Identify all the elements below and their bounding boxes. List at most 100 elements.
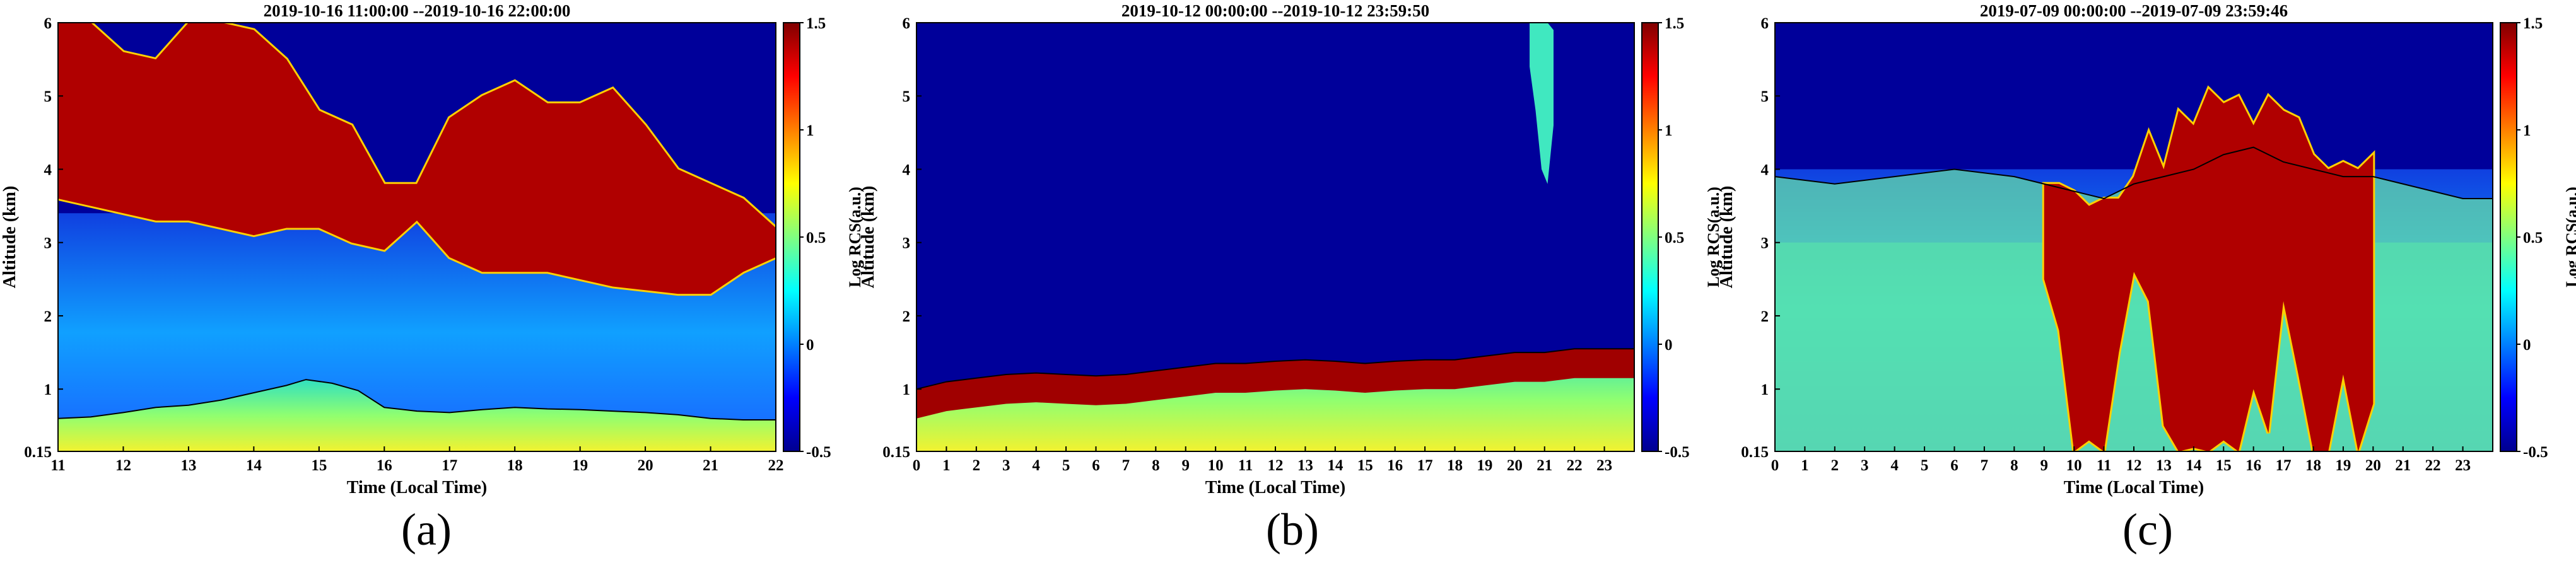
colorbar — [783, 22, 800, 452]
colorbar-tick-label: 0.5 — [1665, 229, 1684, 246]
lidar-heatmap-c: 2019-07-09 00:00:00 --2019-07-09 23:59:4… — [1717, 1, 2576, 497]
plot-area — [58, 23, 776, 451]
x-tick-label: 23 — [2455, 457, 2471, 474]
x-axis-label: Time (Local Time) — [1205, 478, 1345, 497]
x-tick-label: 18 — [1447, 457, 1463, 474]
y-tick-label: 3 — [44, 235, 52, 252]
x-tick-label: 7 — [1122, 457, 1130, 474]
y-axis-label: Altitude (km) — [858, 186, 878, 289]
colorbar-tick-label: 1 — [806, 122, 814, 139]
x-tick-label: 13 — [1297, 457, 1313, 474]
x-tick-label: 2 — [1831, 457, 1839, 474]
x-axis-label: Time (Local Time) — [347, 478, 487, 497]
x-tick-label: 5 — [1062, 457, 1070, 474]
colorbar-tick-label: -0.5 — [1665, 444, 1690, 461]
y-axis-label: Altitude (km) — [0, 186, 20, 289]
y-tick-label: 1 — [903, 381, 911, 398]
x-tick-label: 21 — [1537, 457, 1552, 474]
panel-label-b: (b) — [1266, 504, 1319, 555]
colorbar-tick-label: 1.5 — [806, 15, 826, 32]
y-tick-label: 1 — [44, 381, 52, 398]
y-tick-label: 3 — [1761, 235, 1769, 252]
x-tick-label: 12 — [2126, 457, 2142, 474]
x-tick-label: 0 — [913, 457, 921, 474]
x-tick-label: 10 — [2066, 457, 2082, 474]
chart-title: 2019-10-16 11:00:00 --2019-10-16 22:00:0… — [264, 1, 571, 20]
y-tick-label: 5 — [44, 88, 52, 105]
x-tick-label: 22 — [2425, 457, 2441, 474]
y-tick-label: 3 — [903, 235, 911, 252]
cloud-layer — [58, 23, 776, 294]
colorbar-label: Log RCS(a.u.) — [1704, 187, 1723, 287]
x-tick-label: 11 — [2097, 457, 2112, 474]
x-tick-label: 15 — [311, 457, 327, 474]
y-tick-label: 6 — [44, 15, 52, 32]
x-tick-label: 12 — [1268, 457, 1284, 474]
y-tick-label: 5 — [1761, 88, 1769, 105]
x-tick-label: 19 — [2335, 457, 2351, 474]
y-tick-label: 1 — [1761, 381, 1769, 398]
x-tick-label: 14 — [1327, 457, 1344, 474]
x-tick-label: 6 — [1092, 457, 1100, 474]
chart-title: 2019-07-09 00:00:00 --2019-07-09 23:59:4… — [1980, 1, 2288, 20]
y-tick-label: 0.15 — [882, 444, 910, 461]
boundary-top-band — [916, 349, 1634, 419]
x-tick-label: 2 — [973, 457, 981, 474]
x-tick-label: 11 — [1238, 457, 1253, 474]
colorbar-label: Log RCS(a.u.) — [2563, 187, 2576, 287]
x-tick-label: 1 — [942, 457, 951, 474]
x-tick-label: 13 — [180, 457, 196, 474]
y-tick-label: 0.15 — [24, 444, 52, 461]
x-tick-label: 0 — [1771, 457, 1779, 474]
plot-frame — [57, 22, 776, 452]
colorbar-tick-label: 0 — [806, 337, 814, 354]
x-tick-label: 5 — [1921, 457, 1929, 474]
y-tick-label: 4 — [903, 161, 911, 178]
x-tick-label: 22 — [1567, 457, 1583, 474]
y-tick-label: 4 — [1761, 161, 1769, 178]
panel-label-a: (a) — [401, 504, 452, 555]
lidar-heatmap-a: 2019-10-16 11:00:00 --2019-10-16 22:00:0… — [0, 1, 864, 497]
x-axis-label: Time (Local Time) — [2064, 478, 2204, 497]
y-tick-label: 0.15 — [1741, 444, 1769, 461]
boundary-line — [916, 348, 1634, 390]
x-tick-label: 15 — [1357, 457, 1373, 474]
y-tick-label: 2 — [1761, 308, 1769, 325]
x-tick-label: 21 — [2395, 457, 2411, 474]
chart-panel-c: 2019-07-09 00:00:00 --2019-07-09 23:59:4… — [1717, 0, 2576, 580]
x-tick-label: 1 — [1801, 457, 1809, 474]
y-axis-label: Altitude (km) — [1717, 186, 1736, 289]
plot-area — [1775, 23, 2493, 451]
x-tick-label: 7 — [1981, 457, 1989, 474]
x-tick-label: 13 — [2156, 457, 2172, 474]
x-tick-label: 8 — [1152, 457, 1160, 474]
cloud-layer — [1530, 23, 1554, 184]
x-tick-label: 20 — [2365, 457, 2381, 474]
y-tick-label: 2 — [44, 308, 52, 325]
x-tick-label: 6 — [1950, 457, 1958, 474]
colorbar-tick-label: 0.5 — [2523, 229, 2543, 246]
y-tick-label: 6 — [903, 15, 911, 32]
cloud-layer — [2044, 88, 2374, 451]
colorbar — [2500, 22, 2517, 452]
colorbar — [1641, 22, 1659, 452]
x-tick-label: 8 — [2010, 457, 2018, 474]
x-tick-label: 17 — [1417, 457, 1433, 474]
colorbar-tick-label: 0 — [2523, 337, 2531, 354]
y-tick-label: 4 — [44, 161, 52, 178]
colorbar-tick-label: 1.5 — [2523, 15, 2543, 32]
x-tick-label: 10 — [1208, 457, 1224, 474]
x-tick-label: 15 — [2216, 457, 2232, 474]
x-tick-label: 16 — [2245, 457, 2261, 474]
x-tick-label: 14 — [246, 457, 262, 474]
x-tick-label: 17 — [2276, 457, 2292, 474]
colorbar-tick-label: -0.5 — [2523, 444, 2548, 461]
x-tick-label: 16 — [1387, 457, 1403, 474]
colorbar-tick-label: 1 — [2523, 122, 2531, 139]
x-tick-label: 12 — [115, 457, 131, 474]
x-tick-label: 9 — [2040, 457, 2049, 474]
x-tick-label: 16 — [377, 457, 392, 474]
x-tick-label: 18 — [507, 457, 523, 474]
chart-panel-a: 2019-10-16 11:00:00 --2019-10-16 22:00:0… — [0, 0, 864, 580]
boundary-line — [1774, 146, 2493, 200]
